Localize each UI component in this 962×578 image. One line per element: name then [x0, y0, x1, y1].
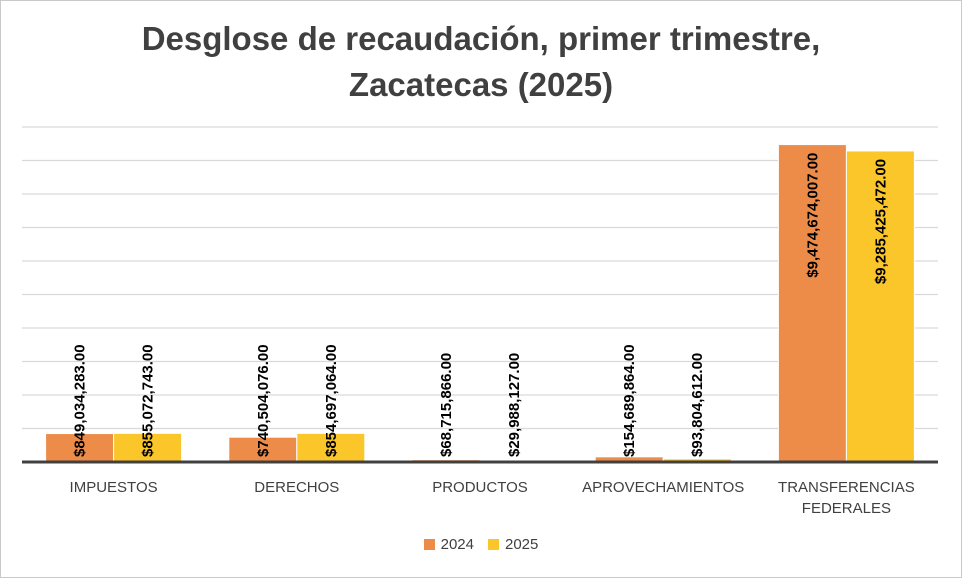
legend: 2024 2025 [0, 536, 962, 553]
category-labels: IMPUESTOS DERECHOS PRODUCTOS APROVECHAMIENT… [70, 479, 915, 517]
legend-swatch-2024 [423, 539, 435, 550]
legend-item-2025: 2025 [488, 536, 538, 553]
category-label-5-line-2: FEDERALES [802, 500, 891, 517]
legend-swatch-2025 [488, 539, 499, 550]
category-label-4: APROVECHAMIENTOS [582, 479, 744, 496]
data-label-2025-2: $854,697,064.00 [323, 344, 340, 457]
data-label-2024-2: $740,504,076.00 [255, 344, 272, 457]
data-label-2025-1: $855,072,743.00 [140, 344, 157, 457]
chart-title: Desglose de recaudación, primer trimestr… [0, 16, 962, 108]
category-label-1: IMPUESTOS [70, 479, 158, 496]
data-labels: $849,034,283.00 $855,072,743.00 $740,504,0… [72, 153, 890, 457]
chart-title-line-1: Desglose de recaudación, primer trimestr… [141, 20, 821, 57]
legend-label-2025: 2025 [505, 536, 539, 553]
legend-item-2024: 2024 [423, 536, 474, 553]
category-label-3: PRODUCTOS [432, 479, 528, 496]
data-label-2024-5: $9,474,674,007.00 [804, 153, 821, 278]
data-label-2024-1: $849,034,283.00 [72, 344, 89, 457]
category-label-5-line-1: TRANSFERENCIAS [778, 479, 915, 496]
bar-2024-5 [777, 144, 847, 463]
legend-label-2024: 2024 [440, 536, 474, 553]
bars [45, 144, 915, 463]
data-label-2025-3: $29,988,127.00 [506, 353, 523, 457]
bar-2025-5 [845, 150, 915, 463]
data-label-2024-4: $154,689,864.00 [621, 344, 638, 457]
data-label-2025-5: $9,285,425,472.00 [872, 159, 889, 284]
data-label-2025-4: $93,804,612.00 [689, 353, 706, 457]
category-label-2: DERECHOS [254, 479, 339, 496]
chart-title-line-2: Zacatecas (2025) [348, 66, 614, 103]
data-label-2024-3: $68,715,866.00 [438, 353, 455, 457]
bar-2025-2 [296, 432, 366, 463]
